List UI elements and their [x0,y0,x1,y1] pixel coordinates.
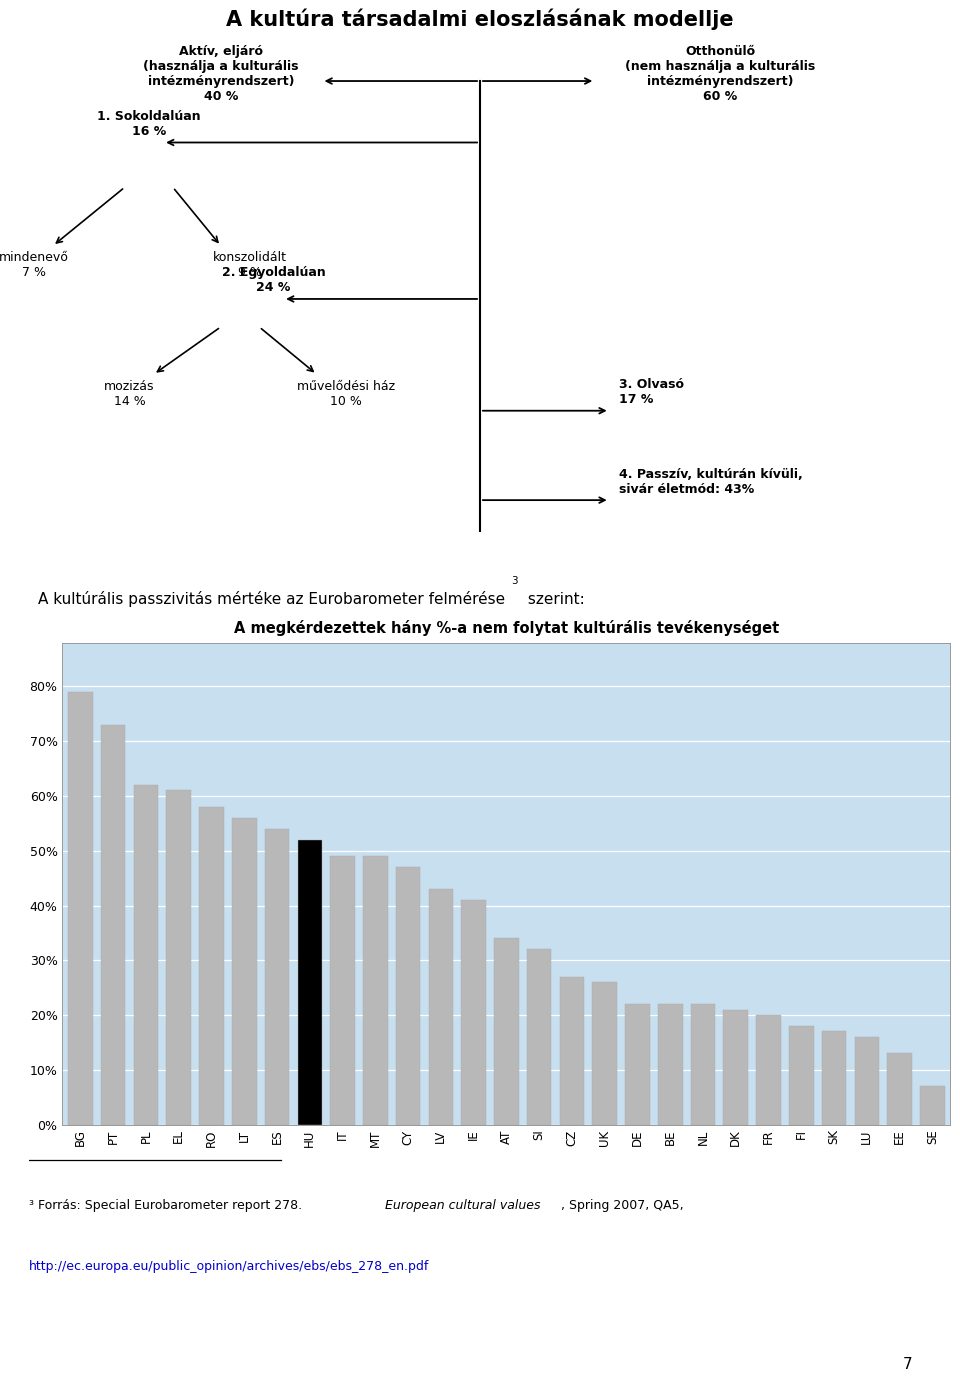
Bar [298,840,323,1125]
Text: 2. Egyoldalúan
24 %: 2. Egyoldalúan 24 % [222,267,325,295]
Text: mozizás
14 %: mozizás 14 % [105,380,155,408]
Bar [789,1025,813,1125]
Bar [625,1004,650,1125]
Bar [428,888,453,1125]
Bar [101,725,126,1125]
Bar [756,1016,780,1125]
Text: http://ec.europa.eu/public_opinion/archives/ebs/ebs_278_en.pdf: http://ec.europa.eu/public_opinion/archi… [29,1260,429,1273]
Bar [68,692,93,1125]
Bar [133,785,158,1125]
Bar [690,1004,715,1125]
Bar [494,939,518,1125]
Bar [920,1087,945,1125]
Text: Aktív, eljáró
(használja a kulturális
intézményrendszert)
40 %: Aktív, eljáró (használja a kulturális in… [143,45,299,103]
Text: 1. Sokoldalúan
16 %: 1. Sokoldalúan 16 % [97,110,201,138]
Bar [363,856,388,1125]
Text: Otthonülő
(nem használja a kulturális
intézményrendszert)
60 %: Otthonülő (nem használja a kulturális in… [625,45,815,103]
Bar [232,817,256,1125]
Text: szerint:: szerint: [523,592,585,606]
Text: , Spring 2007, QA5,: , Spring 2007, QA5, [562,1199,684,1213]
Bar [724,1010,748,1125]
Bar [854,1037,879,1125]
Text: 3. Olvasó
17 %: 3. Olvasó 17 % [619,379,684,407]
Bar [822,1031,847,1125]
Text: művelődési ház
10 %: művelődési ház 10 % [297,380,395,408]
Bar [887,1053,912,1125]
Text: 4. Passzív, kultúrán kívüli,
sivár életmód: 43%: 4. Passzív, kultúrán kívüli, sivár életm… [619,468,803,496]
Text: konszolidált
9 %: konszolidált 9 % [212,251,287,279]
Text: 7: 7 [902,1356,912,1372]
Bar [560,977,585,1125]
Text: A kultúra társadalmi eloszlásának modellje: A kultúra társadalmi eloszlásának modell… [227,8,733,29]
Text: A kultúrális passzivitás mértéke az Eurobarometer felmérése: A kultúrális passzivitás mértéke az Euro… [37,591,505,608]
Text: European cultural values: European cultural values [385,1199,540,1213]
Text: 3: 3 [512,577,518,587]
Bar [166,791,191,1125]
Title: A megkérdezettek hány %-a nem folytat kultúrális tevékenységet: A megkérdezettek hány %-a nem folytat ku… [234,620,779,636]
Bar [200,807,224,1125]
Bar [527,950,551,1125]
Bar [265,828,289,1125]
Text: mindenevő
7 %: mindenevő 7 % [0,251,68,279]
Bar [396,868,420,1125]
Bar [462,900,486,1125]
Text: ³ Forrás: Special Eurobarometer report 278.: ³ Forrás: Special Eurobarometer report 2… [29,1199,306,1213]
Bar [592,982,617,1125]
Bar [658,1004,683,1125]
Bar [330,856,355,1125]
